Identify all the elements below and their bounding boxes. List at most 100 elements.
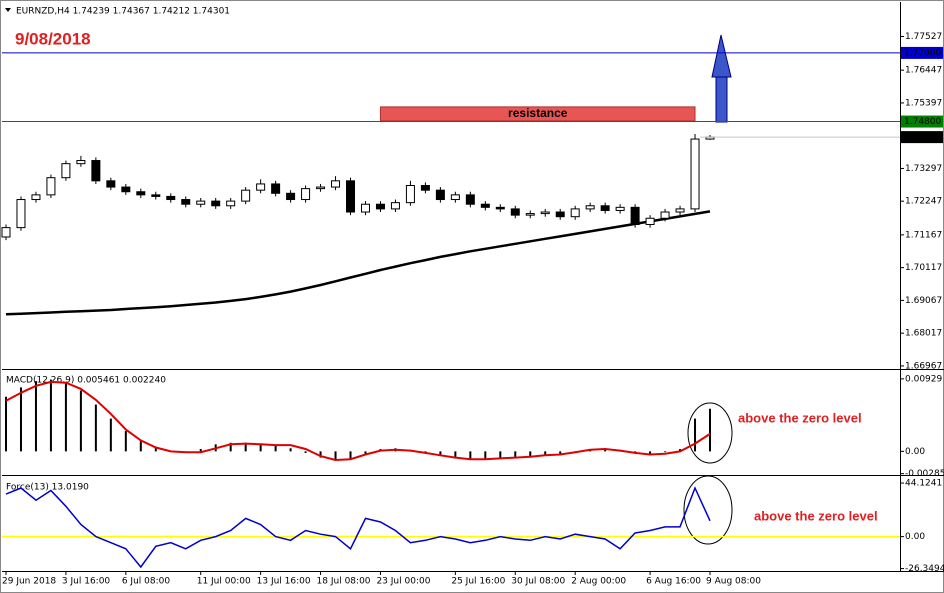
candle-body bbox=[525, 213, 535, 216]
y-tick-label: 1.70117 bbox=[905, 263, 942, 273]
candle-body bbox=[660, 211, 670, 219]
candle-body bbox=[1, 227, 11, 238]
candle-body bbox=[211, 200, 221, 207]
level-label: 1.77000 bbox=[904, 48, 941, 58]
macd-bar bbox=[154, 446, 157, 452]
macd-bar bbox=[244, 442, 247, 452]
candle-body bbox=[16, 199, 26, 229]
x-tick-label: 9 Aug 08:00 bbox=[706, 577, 761, 587]
candle-body bbox=[630, 206, 640, 225]
macd-bar bbox=[349, 451, 352, 460]
candle-body bbox=[555, 211, 565, 218]
level-label-box bbox=[901, 115, 943, 128]
x-tick-label: 25 Jul 16:00 bbox=[451, 577, 505, 587]
macd-bar bbox=[664, 451, 667, 453]
candle-body bbox=[690, 138, 700, 210]
y-tick-label: 0.00 bbox=[905, 447, 925, 457]
candle-body bbox=[91, 160, 101, 182]
y-tick-label: 0.00929 bbox=[905, 374, 942, 384]
candle-body bbox=[495, 206, 505, 210]
candle-body bbox=[510, 208, 520, 216]
macd-bar bbox=[514, 451, 517, 459]
macd-bar bbox=[454, 451, 457, 459]
macd-bar bbox=[499, 451, 502, 460]
candle-body bbox=[600, 205, 610, 211]
macd-bar bbox=[679, 449, 682, 452]
candle-body bbox=[540, 211, 550, 215]
candle-body bbox=[390, 202, 400, 210]
symbol-marker bbox=[5, 8, 11, 12]
macd-annotation: above the zero level bbox=[738, 410, 862, 425]
candle-body bbox=[121, 186, 131, 193]
macd-bar bbox=[649, 451, 652, 454]
candle-body bbox=[226, 200, 236, 207]
x-tick-label: 30 Jul 08:00 bbox=[511, 577, 565, 587]
level-label: 1.74800 bbox=[904, 117, 941, 127]
macd-bar bbox=[484, 451, 487, 460]
candle-body bbox=[256, 183, 266, 191]
macd-title: MACD(12,26,9) 0.005461 0.002240 bbox=[6, 376, 166, 386]
signal-line bbox=[5, 380, 711, 462]
macd-bar bbox=[199, 449, 202, 452]
candle-body bbox=[241, 189, 251, 202]
x-tick-label: 11 Jul 00:00 bbox=[197, 577, 251, 587]
candle-body bbox=[675, 208, 685, 213]
candle-body bbox=[316, 186, 326, 190]
y-tick-label: 1.68017 bbox=[905, 329, 942, 339]
candle-body bbox=[271, 183, 281, 194]
candle-body bbox=[301, 188, 311, 201]
candle-body bbox=[450, 194, 460, 201]
candle-body bbox=[76, 160, 86, 165]
macd-bar bbox=[124, 431, 127, 452]
macd-bar bbox=[469, 451, 472, 460]
candle-body bbox=[181, 199, 191, 205]
y-tick-label: 0.00 bbox=[905, 532, 925, 542]
macd-bar bbox=[34, 381, 37, 452]
candle-body bbox=[570, 208, 580, 218]
highlight-ellipse bbox=[683, 475, 733, 545]
moving-average bbox=[5, 210, 711, 316]
macd-bar bbox=[79, 390, 82, 452]
macd-bar bbox=[49, 379, 52, 452]
macd-bar bbox=[439, 451, 442, 457]
y-tick-label: 1.66967 bbox=[905, 361, 942, 371]
macd-bar bbox=[319, 451, 322, 458]
y-tick-label: 1.75397 bbox=[905, 98, 942, 108]
x-tick-label: 6 Jul 08:00 bbox=[122, 577, 171, 587]
y-tick-label: 1.69067 bbox=[905, 296, 942, 306]
x-tick-label: 18 Jul 08:00 bbox=[317, 577, 371, 587]
y-tick-label: 44.1241 bbox=[905, 479, 942, 489]
chart-title: EURNZD,H4 1.74239 1.74367 1.74212 1.7430… bbox=[16, 7, 230, 17]
candle-body bbox=[420, 185, 430, 191]
macd-bar bbox=[529, 451, 532, 457]
candle-body bbox=[166, 195, 176, 201]
macd-bar bbox=[694, 418, 697, 452]
candle-body bbox=[465, 194, 475, 205]
x-tick-label: 3 Jul 16:00 bbox=[62, 577, 111, 587]
candle-body bbox=[435, 189, 445, 201]
moving-average bbox=[5, 176, 711, 241]
x-tick-label: 13 Jul 16:00 bbox=[257, 577, 311, 587]
force-title: Force(13) 13.0190 bbox=[6, 483, 89, 493]
y-tick-label: 1.77527 bbox=[905, 32, 942, 42]
macd-bar bbox=[559, 451, 562, 454]
arrow-head bbox=[711, 34, 732, 78]
date-annotation: 9/08/2018 bbox=[15, 29, 91, 48]
candle-body bbox=[61, 163, 71, 179]
macd-bar bbox=[5, 396, 7, 452]
candle-body bbox=[645, 217, 655, 225]
candle-body bbox=[405, 185, 415, 204]
force-annotation: above the zero level bbox=[754, 508, 878, 523]
highlight-ellipse bbox=[687, 402, 733, 464]
candle-body bbox=[615, 206, 625, 211]
macd-bar bbox=[289, 448, 292, 452]
candle-body bbox=[106, 180, 116, 188]
last-price-box bbox=[901, 131, 943, 144]
candle-body bbox=[331, 180, 341, 188]
y-tick-label: -26.3494 bbox=[905, 564, 944, 574]
macd-bar bbox=[304, 451, 307, 453]
macd-bar bbox=[259, 443, 262, 452]
candle-body bbox=[346, 180, 356, 213]
last-price-label: 1.74301 bbox=[904, 133, 941, 143]
